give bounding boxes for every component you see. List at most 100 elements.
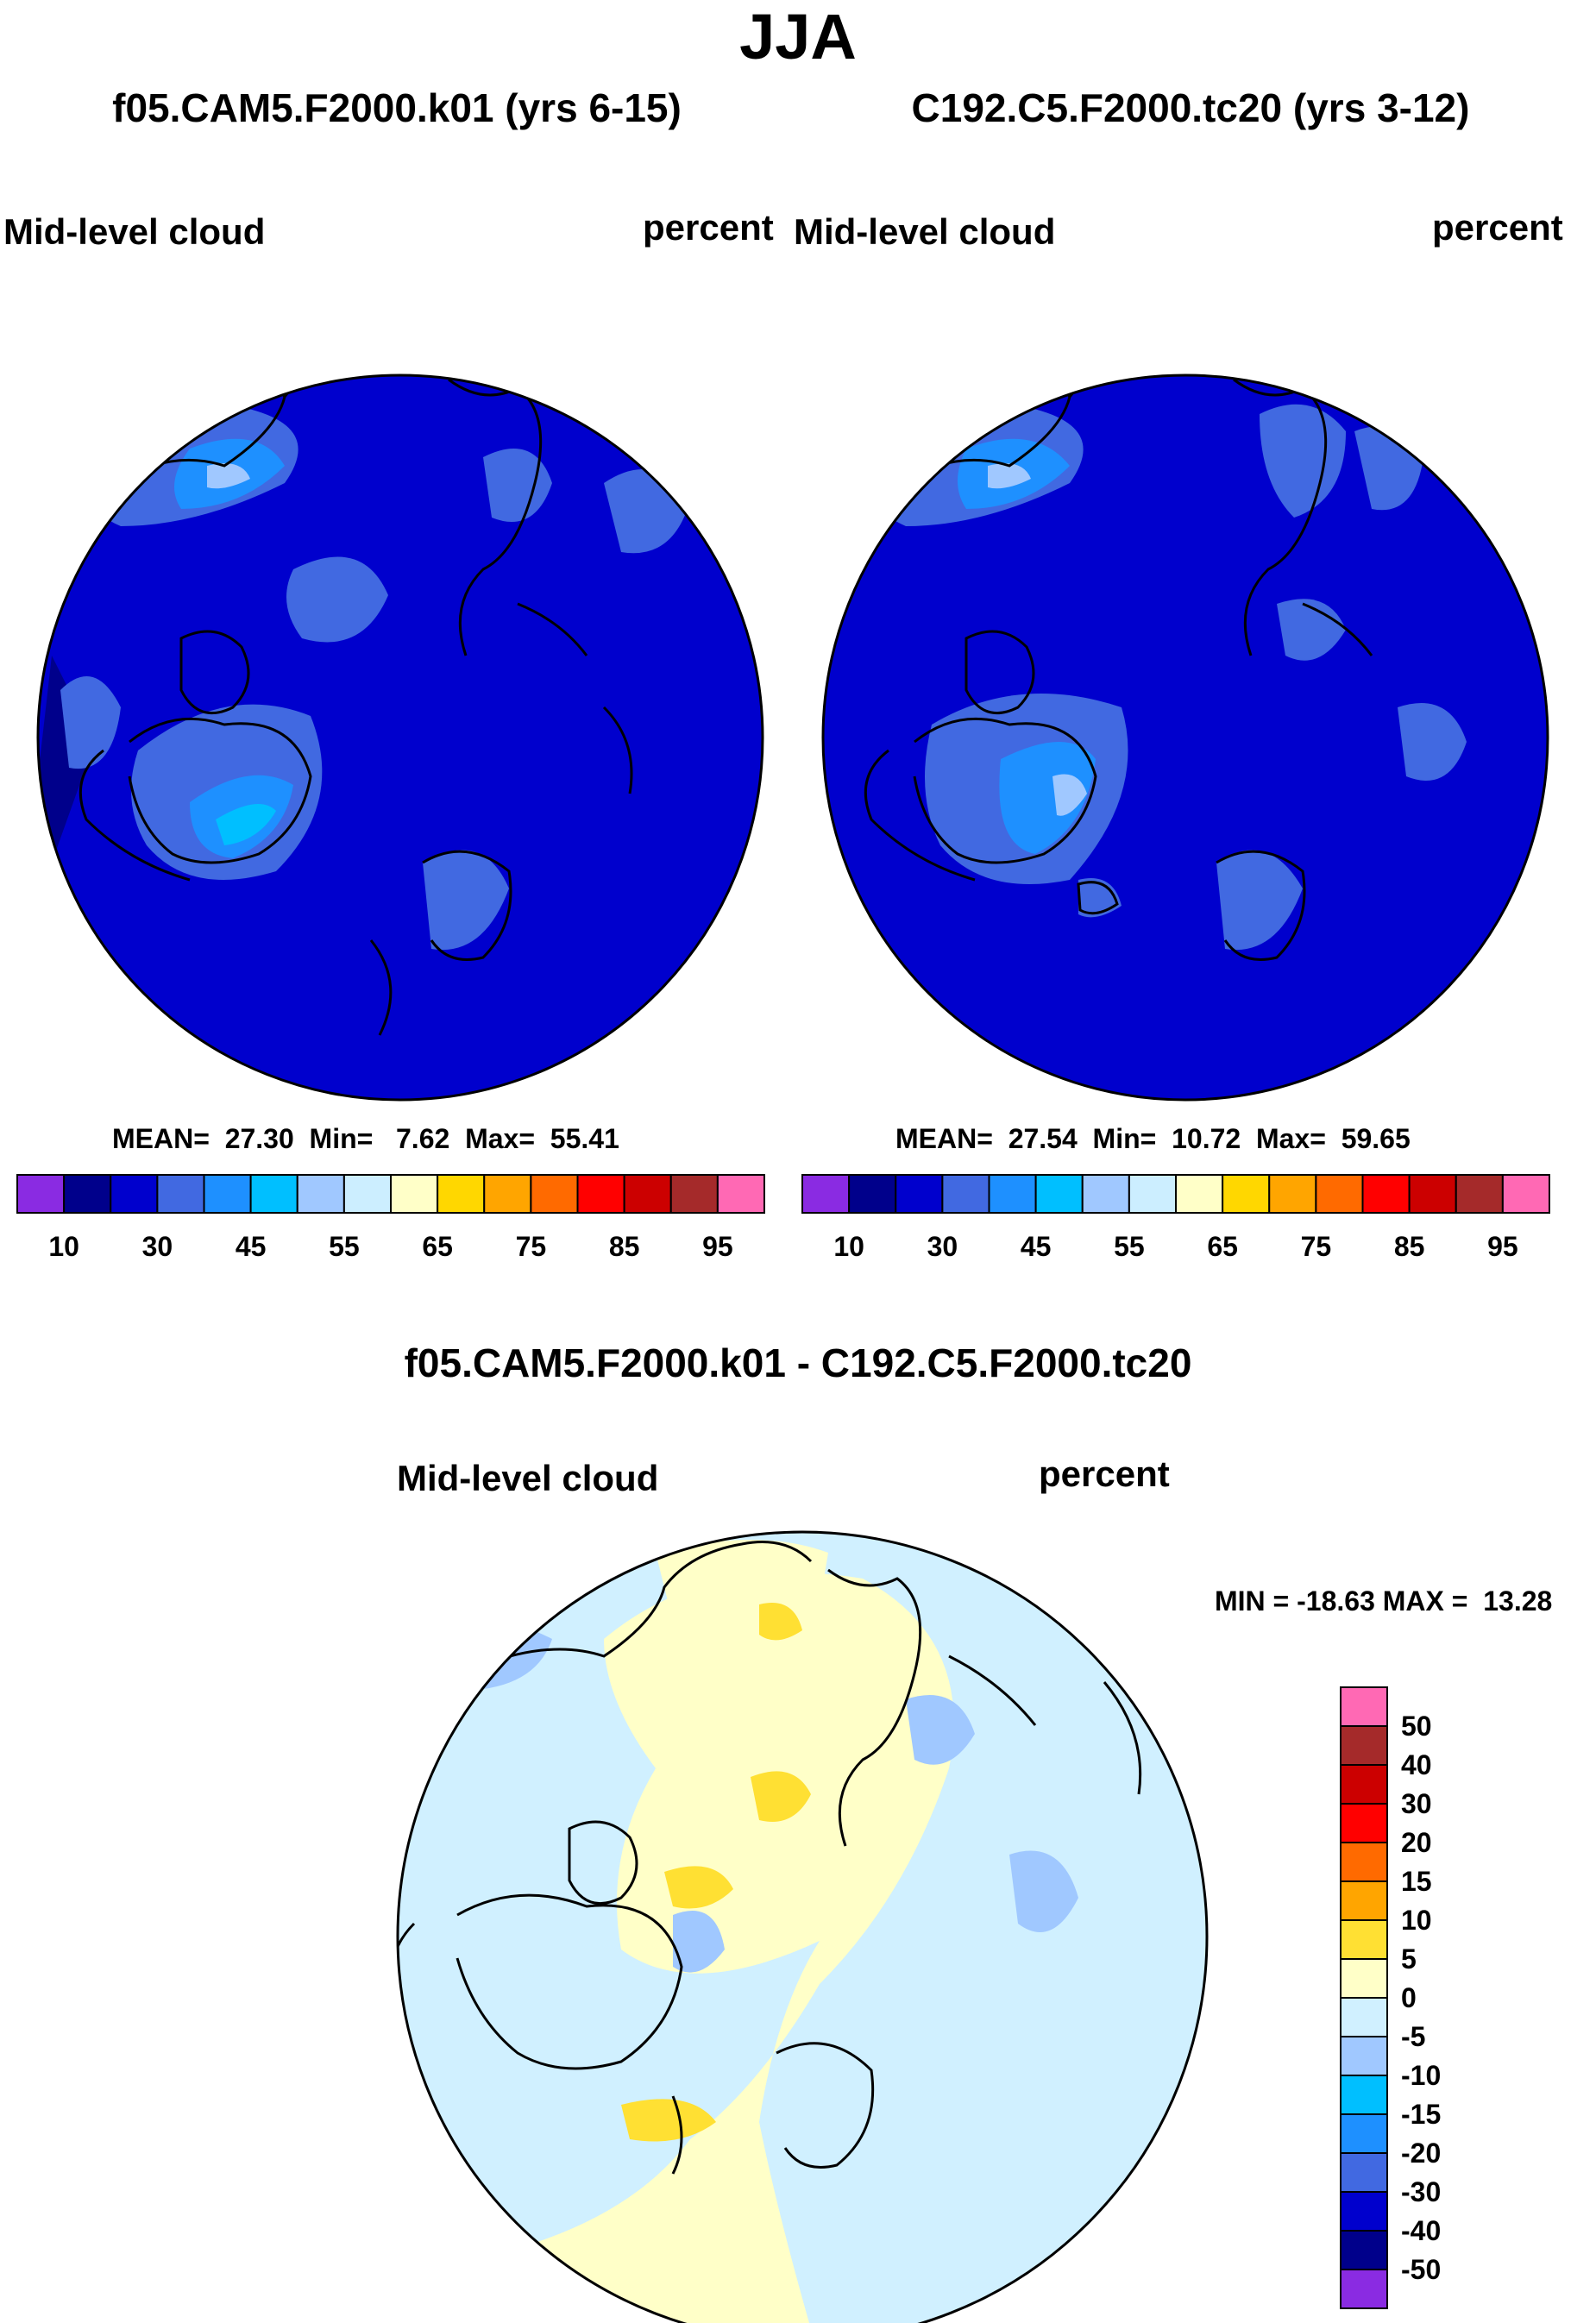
panel2-title: C192.C5.F2000.tc20 (yrs 3-12) — [911, 85, 1470, 130]
colorbar-swatch — [576, 1174, 625, 1214]
colorbar-tick-label: 45 — [236, 1231, 267, 1262]
panel2-units: percent — [1432, 207, 1563, 248]
colorbar-swatch — [623, 1174, 672, 1214]
colorbar-swatch — [1340, 2269, 1388, 2309]
colorbar-tick-label: 10 — [1401, 1905, 1432, 1936]
colorbar-tick-label: 65 — [422, 1231, 453, 1262]
colorbar-swatch — [848, 1174, 897, 1214]
colorbar-swatch — [1340, 1997, 1388, 2037]
diff-units: percent — [1039, 1453, 1170, 1494]
map1-background — [38, 375, 763, 1100]
panel2-stats: MEAN= 27.54 Min= 10.72 Max= 59.65 — [895, 1123, 1411, 1154]
colorbar-swatch — [1128, 1174, 1177, 1214]
map1-region-peak — [216, 804, 276, 845]
colorbar-tick-label: 85 — [1394, 1231, 1425, 1262]
colorbar-swatch — [941, 1174, 990, 1214]
colorbar-swatch — [342, 1174, 392, 1214]
diff-region-neg — [906, 1695, 975, 1765]
map2-background — [823, 375, 1548, 1100]
panel1-title: f05.CAM5.F2000.k01 (yrs 6-15) — [112, 85, 682, 130]
diff-region-pos-strong — [664, 1866, 733, 1909]
map1-region-high — [483, 449, 552, 522]
colorbar-tick-label: 75 — [1301, 1231, 1332, 1262]
colorbar-tick-label: 85 — [609, 1231, 640, 1262]
colorbar-tick-label: 55 — [329, 1231, 360, 1262]
colorbar-tick-label: 30 — [1401, 1788, 1432, 1819]
colorbar-tick-label: 30 — [142, 1231, 173, 1262]
colorbar-swatch — [801, 1174, 851, 1214]
colorbar-swatch — [1340, 2113, 1388, 2154]
colorbar-tick-label: 15 — [1401, 1866, 1432, 1897]
map1-region-high — [60, 676, 121, 769]
panel2-variable: Mid-level cloud — [794, 211, 1056, 252]
colorbar-tick-label: 10 — [833, 1231, 864, 1262]
map1-region-high — [286, 556, 388, 643]
colorbar-tick-label: -5 — [1401, 2021, 1425, 2052]
colorbar-swatch — [1340, 2191, 1388, 2232]
colorbar-panel1: 10 30 45 55 65 75 85 95 — [16, 1174, 765, 1262]
colorbar-tick-label: 95 — [1487, 1231, 1518, 1262]
map2-coastlines — [864, 375, 1373, 961]
colorbar-tick-label: -30 — [1401, 2176, 1441, 2207]
map2-region-peak — [1052, 774, 1087, 816]
colorbar-swatch — [1340, 2075, 1388, 2115]
map2-region-peak — [988, 463, 1031, 489]
colorbar-tick-label: 75 — [516, 1231, 547, 1262]
diff-region-pos-strong — [621, 2099, 716, 2142]
colorbar-swatch — [1340, 2036, 1388, 2076]
colorbar-swatch — [437, 1174, 486, 1214]
colorbar-tick-label: 55 — [1114, 1231, 1145, 1262]
colorbar-swatch — [716, 1174, 765, 1214]
colorbar-swatch — [1501, 1174, 1550, 1214]
colorbar-swatch — [1222, 1174, 1271, 1214]
colorbar-swatch — [63, 1174, 112, 1214]
map2-region-high — [1216, 850, 1303, 951]
map2-region-high — [1277, 599, 1346, 661]
diff-region-pos — [656, 1540, 828, 1622]
colorbar-tick-label: 50 — [1401, 1711, 1432, 1742]
colorbar-swatch — [1034, 1174, 1084, 1214]
figure-title: JJA — [739, 1, 857, 72]
colorbar-swatch — [988, 1174, 1037, 1214]
colorbar-swatch — [1340, 1764, 1388, 1805]
colorbar-swatch — [1340, 2230, 1388, 2270]
map1-region-peak — [207, 463, 250, 489]
colorbar-tick-label: -50 — [1401, 2254, 1441, 2285]
map-diff — [396, 1530, 1209, 2323]
colorbar-tick-label: 30 — [927, 1231, 958, 1262]
colorbar-tick-label: -15 — [1401, 2099, 1441, 2130]
colorbar-panel2: 10 30 45 55 65 75 85 95 — [801, 1174, 1550, 1262]
map1-coastlines — [79, 375, 633, 1036]
map-panel2 — [821, 374, 1549, 1102]
panel1-variable: Mid-level cloud — [3, 211, 266, 252]
colorbar-tick-label: -10 — [1401, 2060, 1441, 2091]
colorbar-swatch — [249, 1174, 298, 1214]
map1-region-high — [423, 850, 509, 951]
diff-title: f05.CAM5.F2000.k01 - C192.C5.F2000.tc20 — [404, 1340, 1192, 1385]
colorbar-tick-label: -20 — [1401, 2138, 1441, 2169]
colorbar-swatch — [1340, 1842, 1388, 1882]
diff-region-neg — [673, 1911, 725, 1973]
colorbar-tick-label: 20 — [1401, 1827, 1432, 1858]
diff-region-pos-strong — [751, 1771, 811, 1822]
colorbar-swatch — [1268, 1174, 1317, 1214]
colorbar-tick-label: -40 — [1401, 2215, 1441, 2246]
colorbar-tick-label: 5 — [1401, 1943, 1417, 1975]
map-panel1 — [36, 374, 764, 1102]
map1-region-low — [38, 656, 95, 863]
colorbar-swatch — [203, 1174, 252, 1214]
colorbar-swatch — [1081, 1174, 1130, 1214]
colorbar-tick-label: 45 — [1021, 1231, 1052, 1262]
colorbar-swatch — [16, 1174, 66, 1214]
colorbar-swatch — [895, 1174, 944, 1214]
map2-border — [821, 374, 1549, 1102]
colorbar-swatch — [156, 1174, 205, 1214]
map2-region-high — [1398, 703, 1467, 781]
colorbar-tick-label: 0 — [1401, 1982, 1417, 2013]
panel1-units: percent — [643, 207, 774, 248]
diff-border — [396, 1530, 1209, 2323]
colorbar-swatch — [390, 1174, 439, 1214]
colorbar-swatch — [669, 1174, 719, 1214]
